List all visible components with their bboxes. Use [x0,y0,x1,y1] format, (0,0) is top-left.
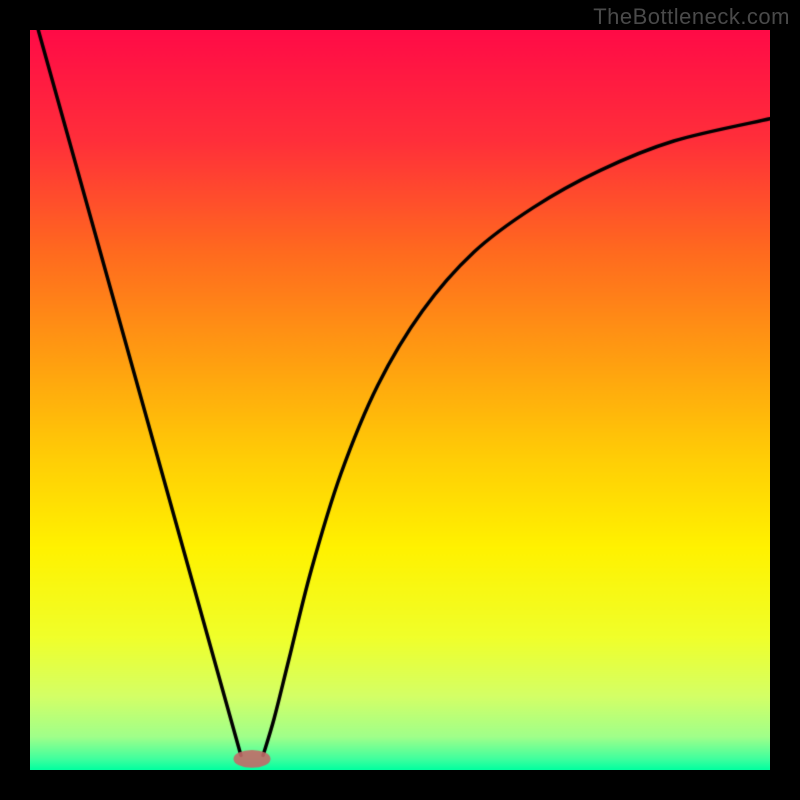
plot-area [30,30,770,770]
chart-frame: TheBottleneck.com [0,0,800,800]
chart-canvas [30,30,770,770]
watermark-text: TheBottleneck.com [593,4,790,30]
